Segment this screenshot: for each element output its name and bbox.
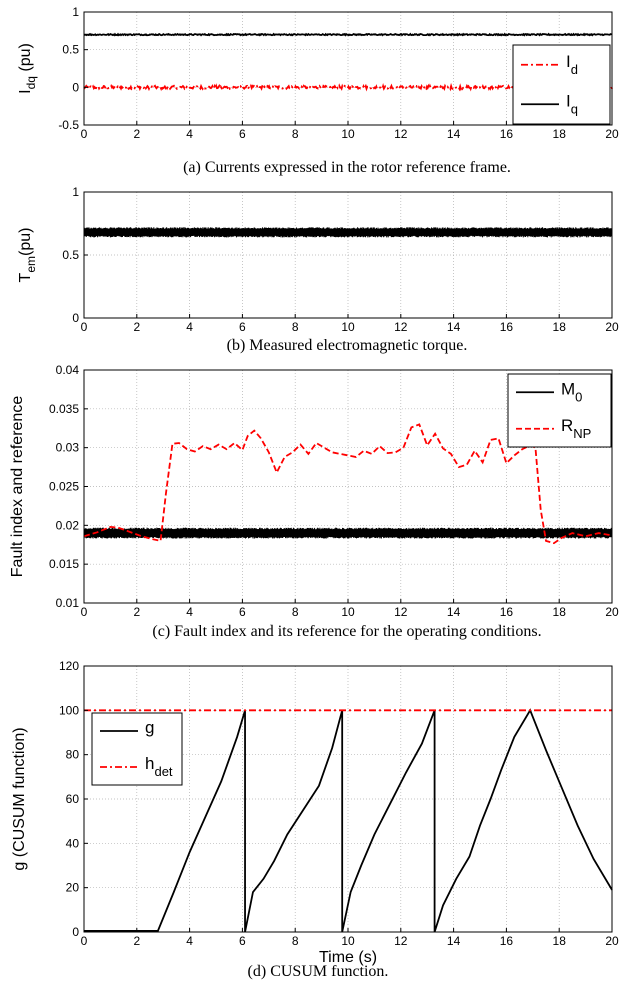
legend-label: Id <box>566 52 578 77</box>
y-tick-label: 120 <box>59 659 79 673</box>
x-tick-label: 20 <box>605 127 619 141</box>
x-tick-label: 20 <box>605 605 619 619</box>
x-tick-label: 14 <box>447 605 461 619</box>
x-tick-label: 6 <box>239 934 246 948</box>
chart-panel-2: 0 2 4 6 8 10 12 14 16 18 20 0.01 0.015 0.02 0.025 0.03 0… <box>9 363 619 640</box>
figure-caption: (b) Measured electromagnetic torque. <box>227 337 468 354</box>
x-tick-label: 4 <box>186 127 193 141</box>
x-tick-label: 14 <box>447 934 461 948</box>
y-tick-label: 40 <box>66 836 80 850</box>
y-axis-label: Tem(pu) <box>17 228 38 283</box>
x-tick-label: 8 <box>292 605 299 619</box>
y-tick-label: 0.015 <box>49 557 79 571</box>
x-tick-label: 0 <box>81 320 88 334</box>
series-line-0 <box>83 227 613 238</box>
series-line-0 <box>84 708 613 933</box>
x-tick-label: 10 <box>341 127 355 141</box>
y-axis-label: Fault index and reference <box>9 396 26 578</box>
y-axis-label: g (CUSUM function) <box>11 727 28 870</box>
x-tick-label: 14 <box>447 127 461 141</box>
x-tick-label: 20 <box>605 320 619 334</box>
y-tick-label: 0.5 <box>62 248 79 262</box>
series-line-1 <box>83 32 613 37</box>
x-tick-label: 0 <box>81 934 88 948</box>
legend: g hdet <box>91 712 183 786</box>
x-tick-label: 2 <box>133 605 140 619</box>
figure-caption: (c) Fault index and its reference for th… <box>152 623 541 640</box>
x-tick-label: 16 <box>500 605 514 619</box>
x-tick-label: 14 <box>447 320 461 334</box>
legend: M0 RNP <box>507 373 612 448</box>
y-axis-label: Idq (pu) <box>17 43 38 94</box>
x-tick-label: 18 <box>553 605 567 619</box>
y-tick-label: 1 <box>72 185 79 199</box>
x-tick-label: 18 <box>553 320 567 334</box>
x-tick-label: 2 <box>133 320 140 334</box>
x-tick-label: 0 <box>81 605 88 619</box>
y-tick-label: 100 <box>59 703 79 717</box>
y-tick-label: 0.5 <box>62 43 79 57</box>
y-tick-label: 0 <box>72 311 79 325</box>
y-tick-label: 0.03 <box>56 441 80 455</box>
figure-caption: (d) CUSUM function. <box>248 963 389 980</box>
y-tick-label: 80 <box>66 748 80 762</box>
legend-label: g <box>145 718 154 737</box>
y-tick-label: 0.025 <box>49 480 79 494</box>
legend-box <box>512 44 611 125</box>
x-tick-label: 18 <box>553 127 567 141</box>
x-tick-label: 4 <box>186 934 193 948</box>
y-tick-label: 0 <box>72 925 79 939</box>
legend-label: RNP <box>561 416 591 441</box>
y-tick-label: 20 <box>66 881 80 895</box>
x-tick-label: 10 <box>341 320 355 334</box>
x-tick-label: 0 <box>81 127 88 141</box>
x-tick-label: 18 <box>553 934 567 948</box>
x-tick-label: 4 <box>186 605 193 619</box>
x-tick-label: 4 <box>186 320 193 334</box>
legend-box <box>91 712 183 786</box>
y-tick-label: 0 <box>72 80 79 94</box>
x-tick-label: 12 <box>394 934 408 948</box>
figure-caption: (a) Currents expressed in the rotor refe… <box>183 159 511 176</box>
x-tick-label: 8 <box>292 127 299 141</box>
y-tick-label: 0.01 <box>56 596 80 610</box>
legend-label: Iq <box>566 91 578 116</box>
x-tick-label: 12 <box>394 320 408 334</box>
x-tick-label: 12 <box>394 127 408 141</box>
chart-panel-3: 0 2 4 6 8 10 12 14 16 18 20 0 20 40 60 80 100 120 g (CUSUM… <box>11 659 619 980</box>
x-tick-label: 2 <box>133 934 140 948</box>
series-line-0 <box>83 527 613 539</box>
series-line-0 <box>83 82 613 93</box>
x-tick-label: 6 <box>239 320 246 334</box>
y-tick-label: 0.035 <box>49 402 79 416</box>
x-tick-label: 16 <box>500 320 514 334</box>
series-line-1 <box>83 423 613 545</box>
y-tick-label: 0.02 <box>56 518 80 532</box>
x-tick-label: 6 <box>239 127 246 141</box>
x-tick-label: 2 <box>133 127 140 141</box>
x-tick-label: 20 <box>605 934 619 948</box>
legend-box <box>507 373 612 448</box>
legend-label: M0 <box>561 379 582 404</box>
x-tick-label: 8 <box>292 934 299 948</box>
x-axis-label: Time (s) <box>319 949 377 966</box>
x-tick-label: 12 <box>394 605 408 619</box>
y-tick-label: 0.04 <box>56 363 80 377</box>
x-tick-label: 16 <box>500 934 514 948</box>
y-tick-label: 1 <box>72 5 79 19</box>
chart-panel-1: 0 2 4 6 8 10 12 14 16 18 20 0 0.5 1 Tem(pu) (b) Measure… <box>17 185 619 354</box>
legend: Id Iq <box>512 44 611 125</box>
x-tick-label: 6 <box>239 605 246 619</box>
y-tick-label: 60 <box>66 792 80 806</box>
y-tick-label: -0.5 <box>58 118 79 132</box>
x-tick-label: 10 <box>341 934 355 948</box>
x-tick-label: 10 <box>341 605 355 619</box>
legend-label: hdet <box>145 754 173 779</box>
x-tick-label: 16 <box>500 127 514 141</box>
x-tick-label: 8 <box>292 320 299 334</box>
